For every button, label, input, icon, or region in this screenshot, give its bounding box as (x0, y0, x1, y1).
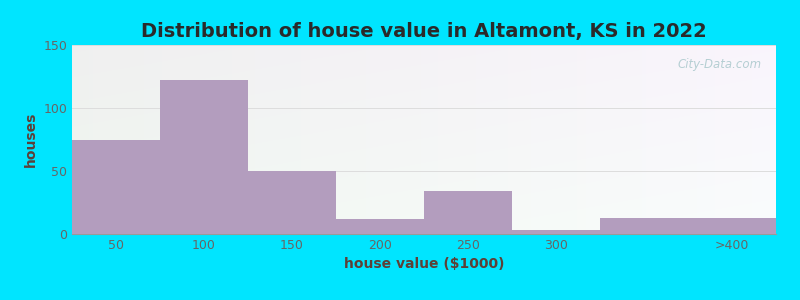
Bar (424, 191, 512, 234)
Bar (600, 218, 688, 234)
Title: Distribution of house value in Altamont, KS in 2022: Distribution of house value in Altamont,… (141, 22, 707, 41)
Bar (688, 218, 776, 234)
Bar (248, 171, 336, 234)
Bar (336, 219, 424, 234)
Text: City-Data.com: City-Data.com (678, 58, 762, 71)
Y-axis label: houses: houses (24, 112, 38, 167)
Bar (512, 230, 600, 234)
X-axis label: house value ($1000): house value ($1000) (344, 257, 504, 272)
Bar (160, 80, 248, 234)
Bar (72, 140, 160, 234)
